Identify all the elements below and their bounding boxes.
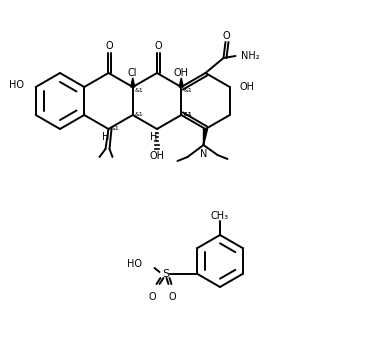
Text: N: N [200,149,207,159]
Text: O: O [154,41,162,51]
Text: CH₃: CH₃ [211,211,229,221]
Text: &1: &1 [135,111,144,117]
Text: Cl: Cl [128,68,138,78]
Polygon shape [179,78,183,87]
Text: O: O [149,292,156,302]
Text: HO: HO [128,259,142,269]
Text: H: H [102,132,109,142]
Text: H: H [150,132,158,142]
Text: O: O [223,31,230,41]
Polygon shape [131,78,135,87]
Text: &1: &1 [135,88,144,92]
Text: HO: HO [9,80,24,90]
Text: OH: OH [150,151,164,161]
Text: &1: &1 [110,126,119,131]
Text: &1: &1 [183,111,192,117]
Text: OH: OH [240,82,255,92]
Text: O: O [169,292,176,302]
Text: &1: &1 [183,111,192,117]
Text: O: O [106,41,113,51]
Text: OH: OH [174,68,189,78]
Text: &1: &1 [183,88,192,92]
Text: NH₂: NH₂ [241,51,260,61]
Text: S: S [162,269,169,279]
Polygon shape [204,129,207,145]
